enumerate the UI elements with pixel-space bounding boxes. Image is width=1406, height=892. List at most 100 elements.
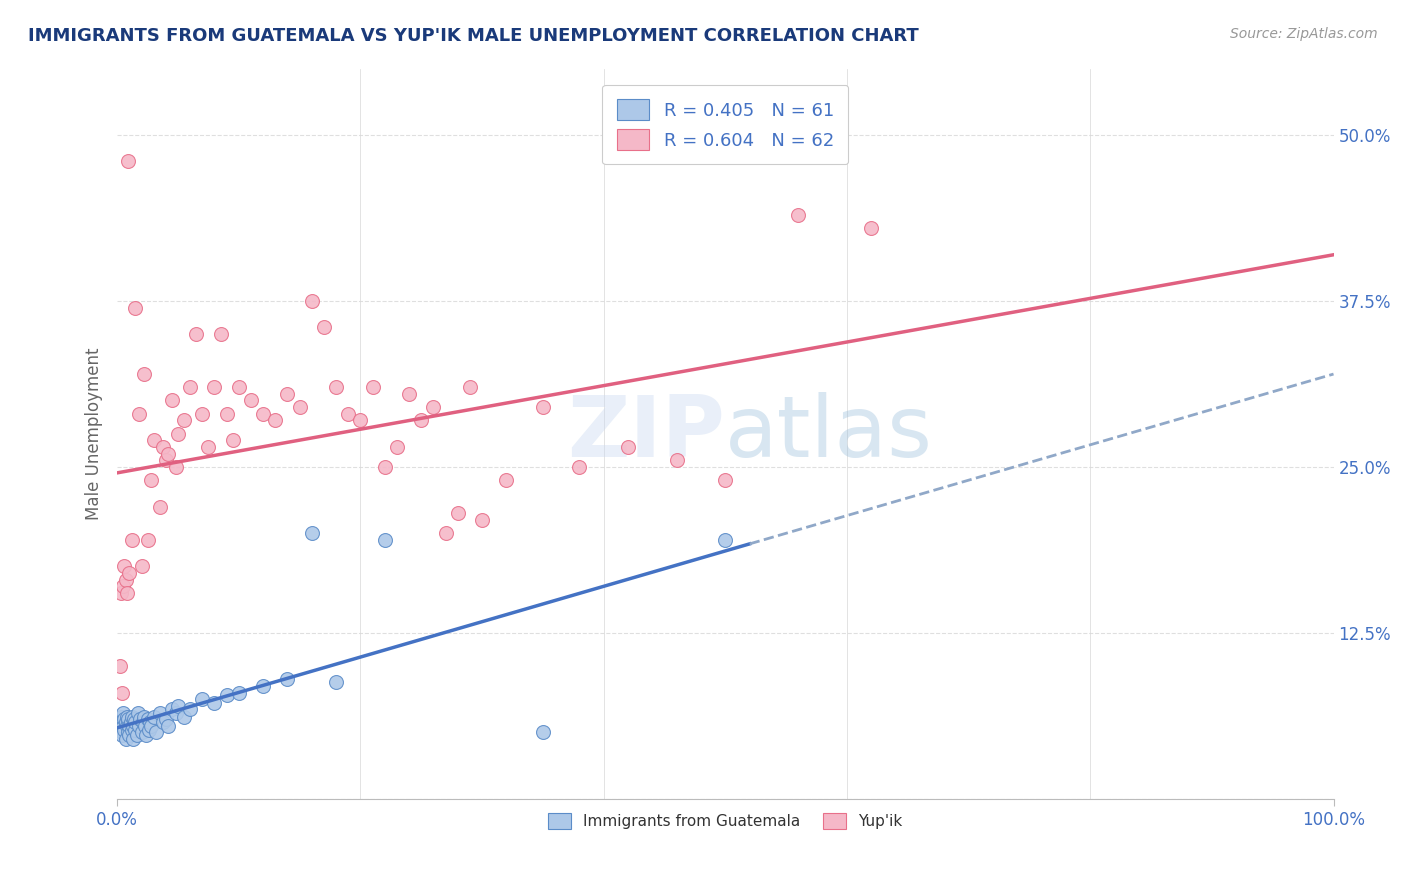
Point [458, 380, 481, 394]
Point [118, 728, 141, 742]
Point [121, 709, 143, 723]
Point [179, 380, 201, 394]
Point [531, 725, 554, 739]
Point [128, 407, 150, 421]
Point [617, 440, 640, 454]
Point [112, 719, 135, 733]
Point [155, 453, 177, 467]
Point [337, 407, 360, 421]
Point [215, 688, 238, 702]
Point [325, 380, 347, 394]
Point [112, 579, 135, 593]
Point [325, 675, 347, 690]
Point [110, 709, 132, 723]
Point [215, 407, 238, 421]
Point [228, 685, 250, 699]
Point [787, 208, 810, 222]
Point [385, 440, 408, 454]
Point [434, 526, 457, 541]
Point [714, 473, 737, 487]
Point [120, 714, 142, 729]
Point [222, 434, 245, 448]
Point [114, 714, 136, 729]
Point [471, 513, 494, 527]
Point [136, 533, 159, 547]
Point [132, 367, 155, 381]
Point [531, 400, 554, 414]
Point [117, 154, 139, 169]
Point [252, 407, 274, 421]
Point [157, 447, 180, 461]
Point [149, 500, 172, 514]
Point [142, 434, 165, 448]
Point [122, 719, 145, 733]
Point [568, 459, 591, 474]
Point [288, 400, 311, 414]
Point [111, 725, 134, 739]
Point [349, 413, 371, 427]
Point [191, 692, 214, 706]
Point [107, 712, 129, 726]
Point [124, 301, 146, 315]
Point [108, 719, 131, 733]
Point [197, 440, 219, 454]
Point [115, 709, 138, 723]
Point [114, 732, 136, 747]
Text: IMMIGRANTS FROM GUATEMALA VS YUP'IK MALE UNEMPLOYMENT CORRELATION CHART: IMMIGRANTS FROM GUATEMALA VS YUP'IK MALE… [28, 27, 920, 45]
Point [115, 586, 138, 600]
Point [114, 559, 136, 574]
Text: ZIP: ZIP [568, 392, 725, 475]
Point [111, 685, 134, 699]
Point [124, 714, 146, 729]
Point [173, 709, 195, 723]
Point [139, 714, 162, 729]
Point [121, 533, 143, 547]
Point [191, 407, 214, 421]
Point [141, 719, 163, 733]
Point [276, 673, 298, 687]
Point [124, 723, 146, 737]
Point [111, 728, 134, 742]
Point [152, 714, 174, 729]
Point [160, 393, 183, 408]
Point [301, 526, 323, 541]
Point [152, 440, 174, 454]
Point [374, 459, 396, 474]
Point [110, 586, 132, 600]
Point [136, 712, 159, 726]
Point [134, 719, 156, 733]
Point [114, 573, 136, 587]
Point [179, 701, 201, 715]
Point [114, 712, 136, 726]
Point [374, 533, 396, 547]
Point [447, 506, 470, 520]
Point [121, 723, 143, 737]
Point [114, 723, 136, 737]
Point [132, 709, 155, 723]
Point [117, 725, 139, 739]
Point [125, 728, 148, 742]
Point [128, 719, 150, 733]
Point [165, 706, 187, 720]
Point [186, 327, 208, 342]
Point [209, 327, 232, 342]
Point [129, 712, 152, 726]
Point [228, 380, 250, 394]
Y-axis label: Male Unemployment: Male Unemployment [86, 347, 103, 520]
Point [155, 712, 177, 726]
Point [138, 723, 160, 737]
Point [495, 473, 517, 487]
Point [312, 320, 335, 334]
Point [135, 728, 157, 742]
Point [665, 453, 688, 467]
Point [276, 387, 298, 401]
Point [204, 696, 226, 710]
Point [118, 719, 141, 733]
Point [131, 559, 153, 574]
Point [252, 679, 274, 693]
Point [240, 393, 263, 408]
Point [398, 387, 420, 401]
Point [167, 698, 190, 713]
Point [117, 712, 139, 726]
Point [361, 380, 384, 394]
